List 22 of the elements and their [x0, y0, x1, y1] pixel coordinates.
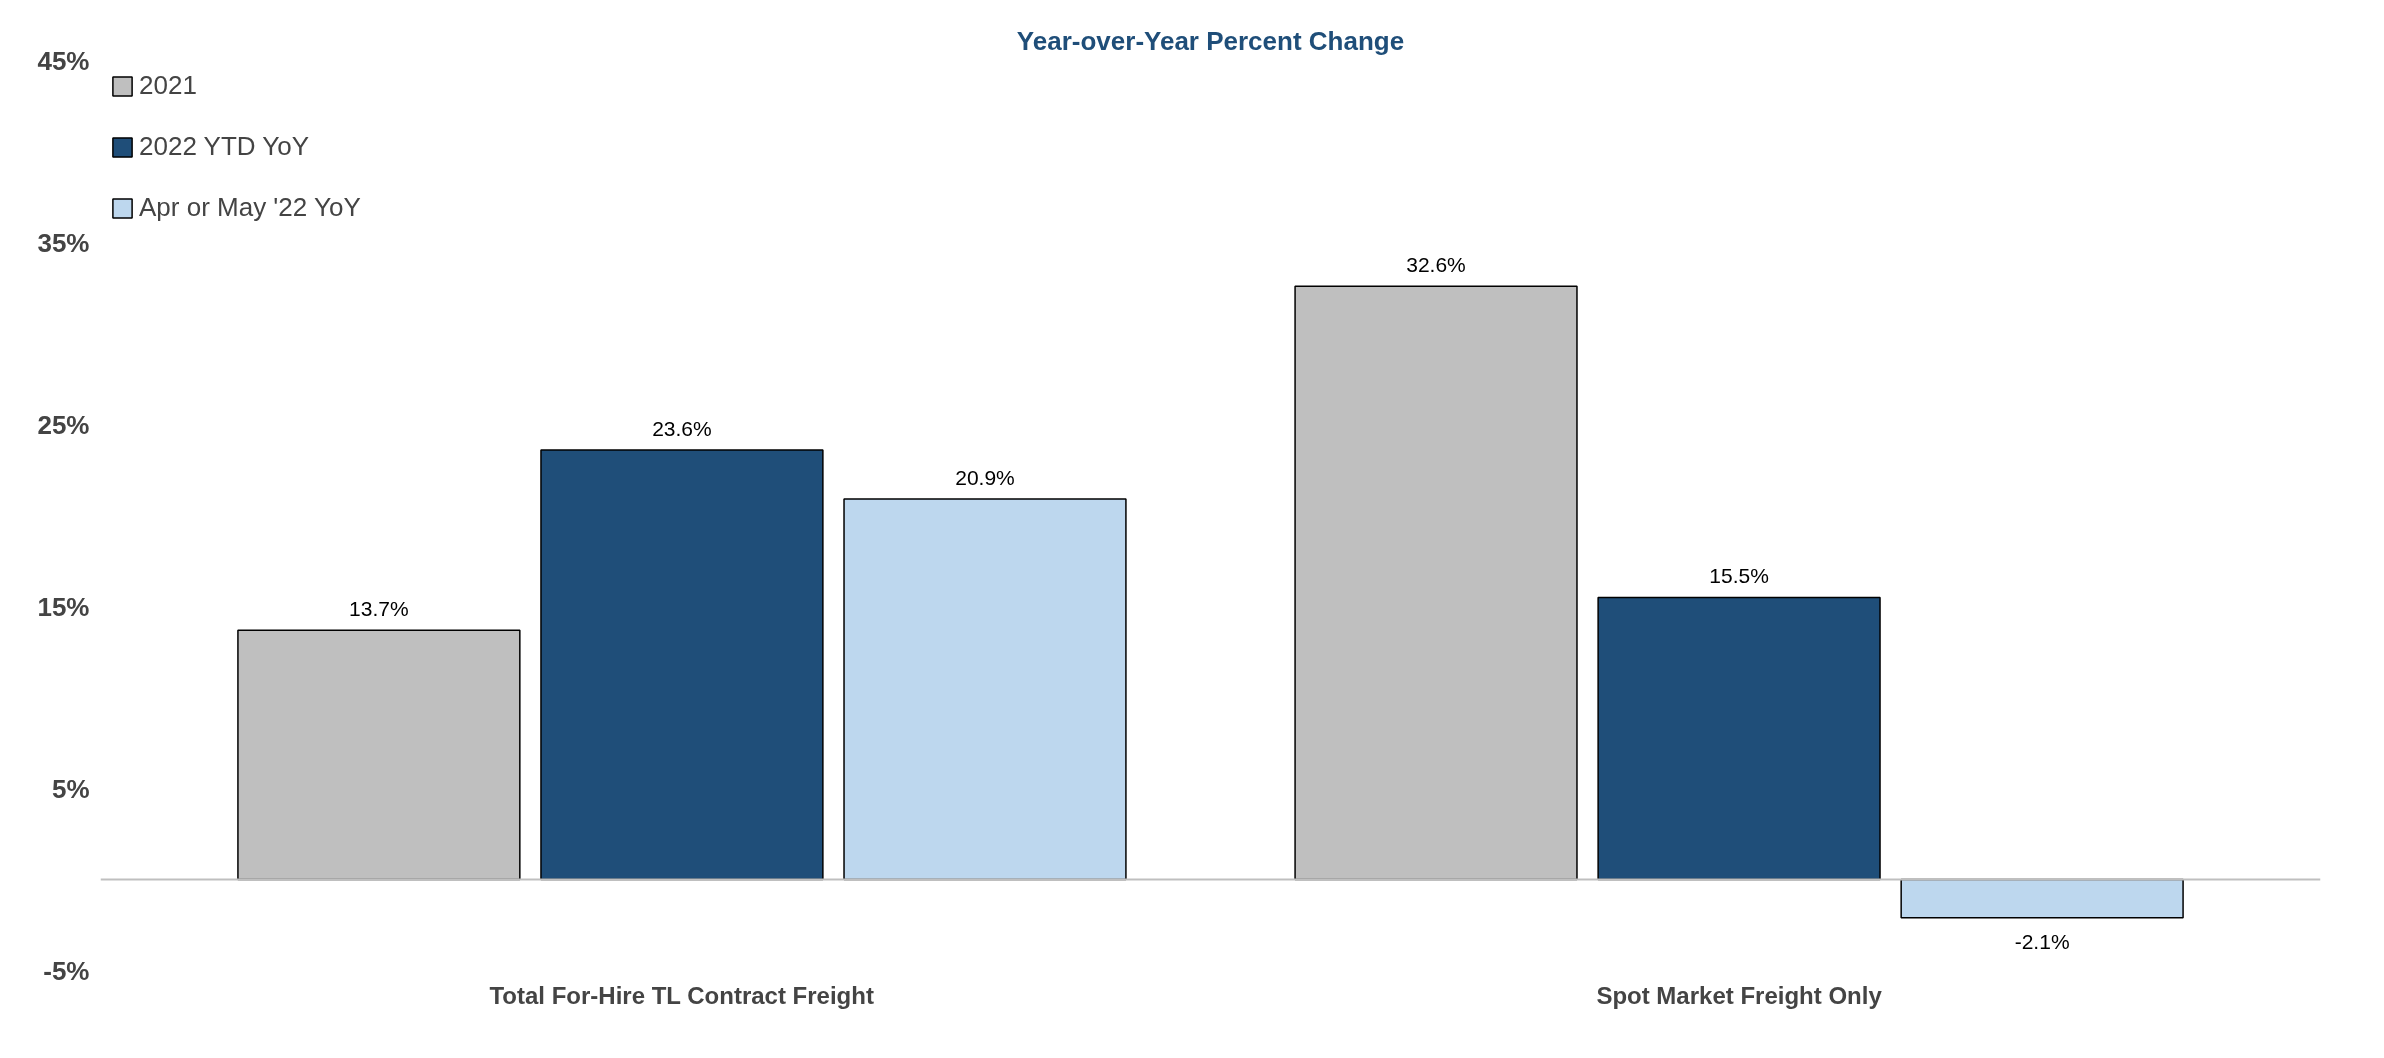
- y-tick-label: -5%: [43, 955, 90, 986]
- x-tick-label: Total For-Hire TL Contract Freight: [489, 981, 874, 1009]
- x-tick-label: Spot Market Freight Only: [1596, 981, 1883, 1009]
- bar: [1900, 878, 2184, 919]
- text: 13.7%: [349, 597, 409, 621]
- y-tick-label: 15%: [37, 591, 90, 622]
- y-tick-label: 35%: [37, 227, 90, 258]
- bar: [843, 498, 1127, 881]
- text: 15.5%: [1709, 564, 1769, 588]
- legend-label: Apr or May '22 YoY: [139, 192, 361, 223]
- legend-label: 2022 YTD YoY: [139, 131, 310, 162]
- y-tick-label: 25%: [37, 409, 90, 440]
- y-tick-label: 5%: [51, 773, 90, 804]
- bar: [1597, 596, 1881, 881]
- legend-label: 2021: [139, 70, 197, 101]
- y-tick-label: 45%: [37, 45, 90, 76]
- text: 20.9%: [955, 466, 1015, 490]
- text: 32.6%: [1406, 253, 1466, 277]
- chart-title: Year-over-Year Percent Change: [1016, 25, 1405, 56]
- text: -2.1%: [2014, 929, 2070, 953]
- text: 23.6%: [652, 416, 712, 440]
- bar: [540, 449, 824, 881]
